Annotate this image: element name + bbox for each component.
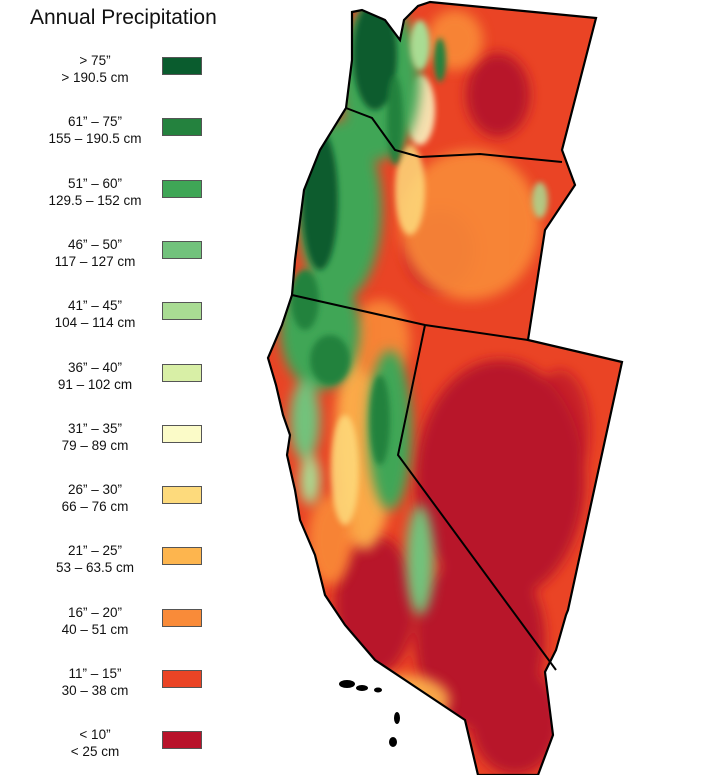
legend-swatch [162, 57, 202, 75]
legend-inches: 46” – 50” [67, 236, 123, 252]
legend-swatch [162, 486, 202, 505]
legend-item: < 10” < 25 cm [40, 726, 210, 766]
legend-item: 16” – 20” 40 – 51 cm [40, 604, 210, 644]
legend-label: 41” – 45” 104 – 114 cm [40, 297, 150, 331]
legend-cm: 79 – 89 cm [61, 437, 129, 453]
legend-inches: > 75” [79, 53, 111, 68]
legend-item: 51” – 60” 129.5 – 152 cm [40, 175, 210, 215]
legend-item: 41” – 45” 104 – 114 cm [40, 297, 210, 337]
legend-item: 11” – 15” 30 – 38 cm [40, 665, 210, 705]
arid-cores [335, 53, 590, 775]
wa-or-border [345, 107, 563, 163]
legend-inches: < 10” [79, 727, 111, 743]
legend-label: 11” – 15” 30 – 38 cm [40, 665, 150, 699]
legend-cm: 40 – 51 cm [61, 621, 129, 637]
legend-item: 31” – 35” 79 – 89 cm [40, 420, 210, 460]
legend-swatch [162, 118, 202, 137]
legend-item: > 75” > 190.5 cm [40, 52, 210, 92]
legend-cm: 155 – 190.5 cm [48, 131, 142, 147]
legend-label: 46” – 50” 117 – 127 cm [40, 236, 150, 270]
wettest-zones [291, 2, 446, 465]
legend-item: 61” – 75” 155 – 190.5 cm [40, 113, 210, 153]
legend-label: 61” – 75” 155 – 190.5 cm [40, 113, 150, 147]
channel-islands [339, 680, 400, 747]
legend-inches: 36” – 40” [67, 359, 123, 375]
legend-label: 36” – 40” 91 – 102 cm [40, 359, 150, 393]
legend-item: 26” – 30” 66 – 76 cm [40, 481, 210, 521]
legend-label: < 10” < 25 cm [40, 726, 150, 760]
legend-swatch [162, 302, 202, 321]
legend-cm: 104 – 114 cm [54, 315, 136, 331]
legend-label: > 75” > 190.5 cm [40, 52, 150, 86]
legend-cm: > 190.5 cm [61, 70, 129, 85]
region-outline [266, 0, 624, 775]
legend-item: 46” – 50” 117 – 127 cm [40, 236, 210, 276]
legend-cm: 117 – 127 cm [54, 253, 136, 269]
legend-cm: 66 – 76 cm [61, 499, 129, 515]
legend-label: 26” – 30” 66 – 76 cm [40, 481, 150, 515]
ca-nv-border [396, 324, 557, 671]
legend-inches: 31” – 35” [67, 420, 123, 436]
legend-inches: 11” – 15” [68, 666, 122, 681]
legend-cm: 129.5 – 152 cm [48, 192, 142, 208]
legend-label: 31” – 35” 79 – 89 cm [40, 420, 150, 454]
legend-cm: 53 – 63.5 cm [55, 560, 135, 576]
legend-inches: 21” – 25” [67, 543, 123, 559]
legend-cm: 30 – 38 cm [61, 683, 129, 698]
legend-label: 51” – 60” 129.5 – 152 cm [40, 175, 150, 209]
legend-label: 21” – 25” 53 – 63.5 cm [40, 542, 150, 576]
legend-item: 21” – 25” 53 – 63.5 cm [40, 542, 210, 582]
legend-inches: 26” – 30” [67, 482, 123, 498]
legend-inches: 41” – 45” [67, 298, 123, 314]
map-title: Annual Precipitation [30, 6, 217, 29]
legend-swatch [162, 179, 202, 198]
legend-cm: 91 – 102 cm [57, 376, 133, 392]
legend-swatch [162, 240, 202, 259]
legend-cm: < 25 cm [70, 744, 120, 760]
legend-swatch [162, 670, 202, 688]
legend-swatch [162, 547, 202, 566]
legend-inches: 51” – 60” [67, 175, 123, 191]
legend-swatch [162, 424, 202, 443]
legend-swatch [162, 363, 202, 382]
legend-swatch [162, 731, 202, 750]
legend-inches: 61” – 75” [67, 114, 123, 130]
legend-item: 36” – 40” 91 – 102 cm [40, 359, 210, 399]
legend-inches: 16” – 20” [67, 604, 123, 620]
legend-swatch [162, 608, 202, 627]
legend-label: 16” – 20” 40 – 51 cm [40, 604, 150, 638]
